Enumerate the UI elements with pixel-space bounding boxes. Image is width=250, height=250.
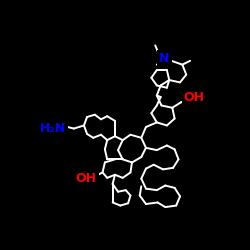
Text: OH: OH (184, 91, 204, 104)
Text: OH: OH (76, 172, 97, 185)
Text: N: N (159, 52, 170, 65)
Text: H₂N: H₂N (40, 122, 66, 135)
